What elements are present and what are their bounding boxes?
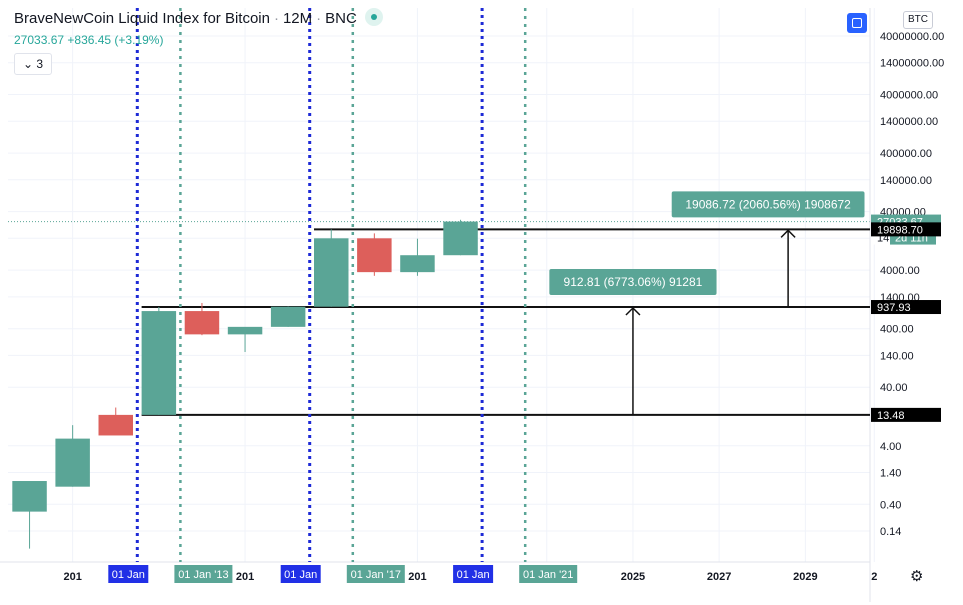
y-tick-label: 4000.00 bbox=[880, 265, 920, 277]
hline-price-badge-bg bbox=[871, 407, 941, 422]
hline-price-badge: 937.93 bbox=[877, 302, 911, 314]
y-tick-label: 4000000.00 bbox=[880, 90, 938, 102]
symbol-header: BraveNewCoin Liquid Index for Bitcoin · 12… bbox=[14, 8, 383, 28]
vline-date-badge-bg bbox=[108, 565, 149, 583]
hline-price-badge-bg bbox=[871, 300, 941, 315]
measure-label-box bbox=[671, 191, 865, 218]
hline-price-badge: 19898.70 bbox=[877, 224, 923, 236]
measure-arrowhead bbox=[780, 229, 796, 238]
fullscreen-icon[interactable] bbox=[847, 13, 867, 33]
x-tick-label: 2027 bbox=[707, 571, 731, 583]
vline-date-badge-bg bbox=[174, 565, 233, 583]
market-status-icon bbox=[364, 8, 383, 27]
measure-label-box bbox=[549, 269, 717, 296]
y-tick-label: 1400000.00 bbox=[880, 116, 938, 128]
vline-date-badge: 01 Jan bbox=[284, 569, 317, 581]
measure-label: 912.81 (6773.06%) 91281 bbox=[564, 275, 703, 289]
x-tick-label: 201 bbox=[236, 571, 254, 583]
exchange-label: BNC bbox=[325, 10, 357, 27]
horizontal-lines bbox=[141, 228, 870, 416]
currency-button[interactable]: BTC bbox=[903, 11, 933, 29]
x-tick-label: 2 bbox=[871, 571, 877, 583]
y-tick-label: 400000.00 bbox=[880, 148, 932, 160]
y-tick-label: 4.00 bbox=[880, 441, 901, 453]
candle-body bbox=[12, 481, 47, 512]
y-tick-label: 0.14 bbox=[880, 526, 901, 538]
y-tick-label: 40000000.00 bbox=[880, 31, 944, 43]
vertical-dotted-lines bbox=[135, 8, 527, 562]
y-tick-label: 14000000.00 bbox=[880, 58, 944, 70]
y-tick-label: 40.00 bbox=[880, 382, 908, 394]
x-tick-label: 201 bbox=[63, 571, 81, 583]
vline-date-badge-bg bbox=[453, 565, 494, 583]
hline-price-badge-bg bbox=[871, 222, 941, 237]
indicator-count: 3 bbox=[36, 57, 44, 71]
x-tick-label: 201 bbox=[408, 571, 426, 583]
x-tick-label: 2025 bbox=[621, 571, 645, 583]
vline-date-badge: 01 Jan '13 bbox=[178, 569, 228, 581]
vline-date-badge: 01 Jan bbox=[457, 569, 490, 581]
measure-tools: 912.81 (6773.06%) 91281 19086.72 (2060.56… bbox=[549, 191, 865, 415]
vline-date-badge-bg bbox=[280, 565, 321, 583]
vline-date-badge-bg bbox=[519, 565, 578, 583]
collapse-indicators-button[interactable]: ⌄ 3 bbox=[14, 53, 52, 75]
y-tick-label: 0.40 bbox=[880, 499, 901, 511]
candle-body bbox=[141, 311, 177, 415]
chart-grid bbox=[0, 8, 875, 602]
candle-body bbox=[357, 238, 392, 273]
y-tick-label: 1.40 bbox=[880, 467, 901, 479]
candle-body bbox=[270, 306, 306, 327]
symbol-title[interactable]: BraveNewCoin Liquid Index for Bitcoin bbox=[14, 10, 270, 27]
candle-body bbox=[184, 311, 220, 335]
measure-arrowhead bbox=[625, 306, 641, 316]
hline-price-badge: 13.48 bbox=[877, 410, 905, 422]
candle-body bbox=[443, 221, 478, 256]
price-axis: 40000000.00 14000000.00 4000000.00 1400000.… bbox=[871, 31, 944, 538]
candle-body bbox=[400, 255, 435, 273]
candles bbox=[12, 219, 478, 549]
price-change: 27033.67 +836.45 (+3.19%) bbox=[14, 33, 164, 47]
x-tick-label: 2029 bbox=[793, 571, 817, 583]
y-tick-label: 400.00 bbox=[880, 324, 914, 336]
vline-date-badge-bg bbox=[346, 565, 405, 583]
y-tick-label: 140000.00 bbox=[880, 175, 932, 187]
measure-label: 19086.72 (2060.56%) 1908672 bbox=[685, 197, 851, 211]
candle-body bbox=[98, 414, 133, 436]
y-tick-label: 140.00 bbox=[880, 350, 914, 362]
vline-date-badge: 01 Jan bbox=[112, 569, 145, 581]
interval-label[interactable]: 12M bbox=[282, 10, 313, 27]
candle-body bbox=[55, 438, 90, 487]
vline-date-badge: 01 Jan '21 bbox=[523, 569, 573, 581]
vline-date-badge: 01 Jan '17 bbox=[351, 569, 401, 581]
candle-body bbox=[227, 326, 263, 335]
gear-icon[interactable]: ⚙ bbox=[910, 567, 924, 585]
candle-body bbox=[314, 238, 349, 307]
